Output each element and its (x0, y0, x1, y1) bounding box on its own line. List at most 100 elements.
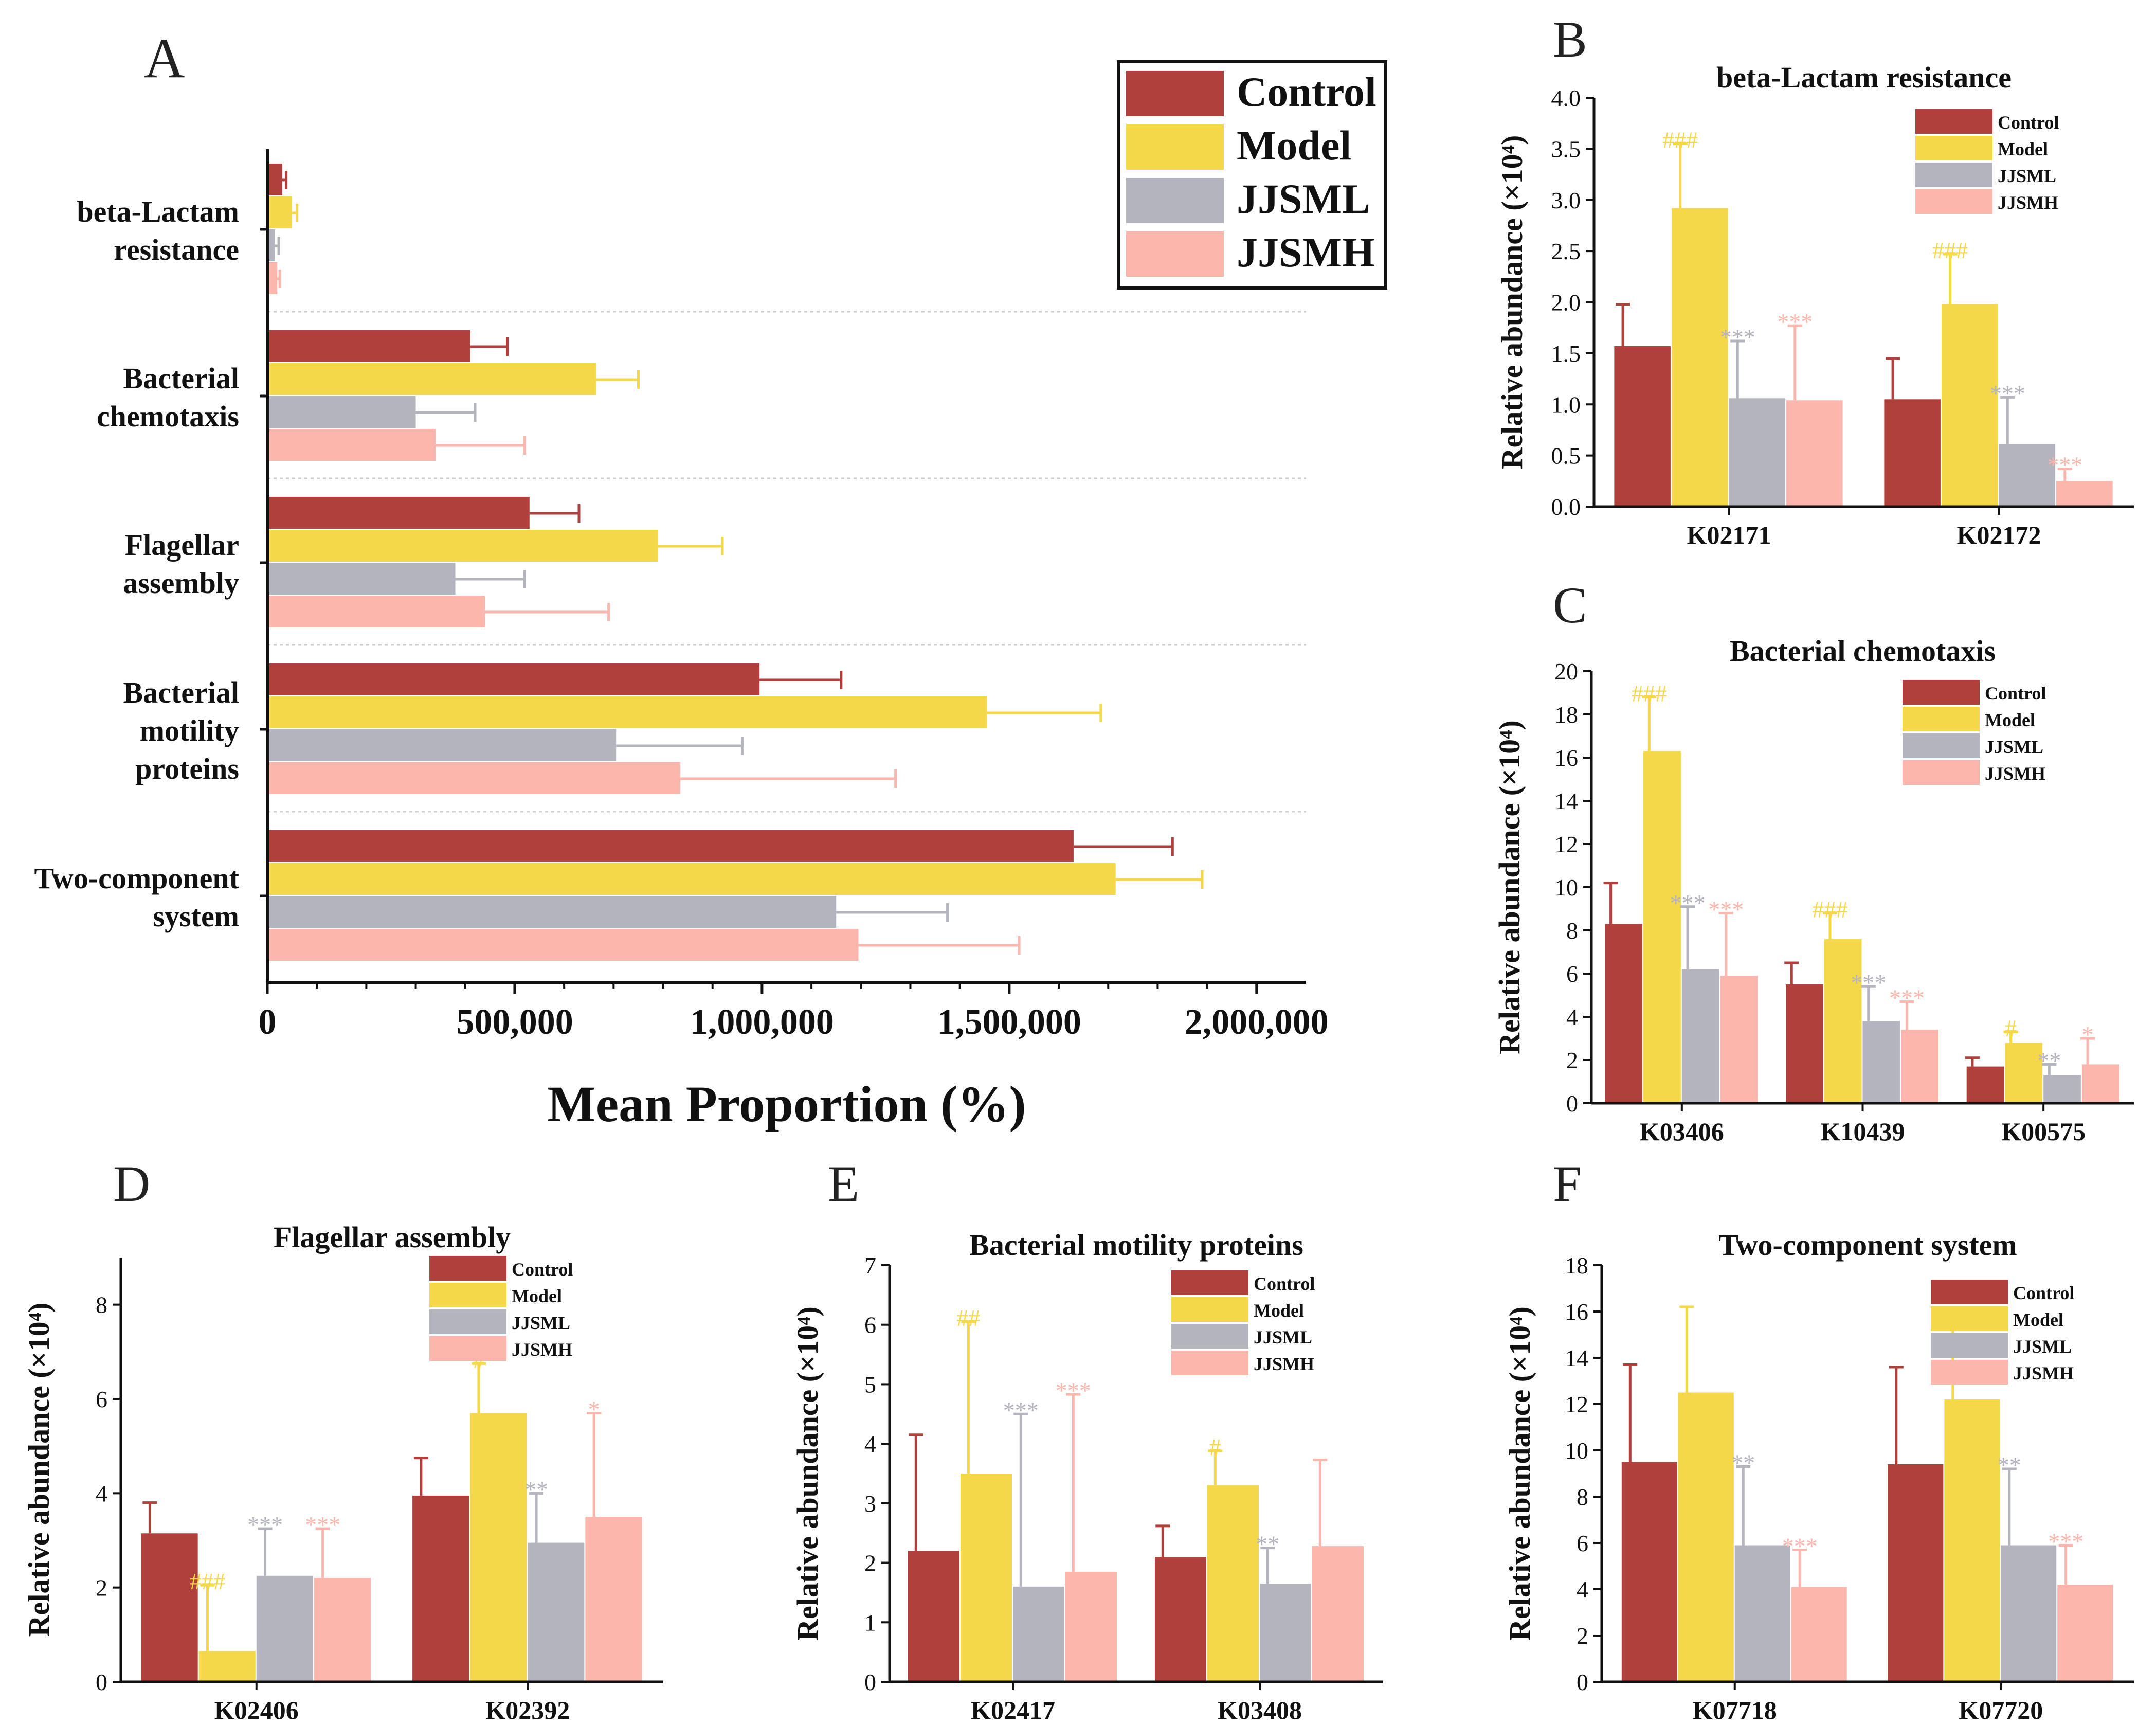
legend: Control Model JJSML JJSMH (429, 1256, 573, 1361)
significance-mark: ** (1998, 1452, 2021, 1478)
bar-jjsml-k02417 (1013, 1586, 1064, 1682)
significance-mark: *** (1708, 896, 1744, 922)
bar-model-k00575 (2005, 1043, 2043, 1103)
legend-swatch-control (1171, 1270, 1248, 1295)
legend-swatch-model (1171, 1297, 1248, 1322)
significance-mark: ### (190, 1568, 225, 1594)
legend-label: JJSML (1998, 166, 2056, 186)
significance-mark: *** (1990, 380, 2025, 406)
y-tick-label: 0 (864, 1669, 876, 1695)
y-tick-label: 6 (1566, 961, 1578, 987)
bar-model-k02171 (1671, 208, 1728, 507)
y-tick-label: 2.0 (1551, 290, 1581, 316)
y-tick-label: 10 (1565, 1438, 1588, 1464)
x-axis-title: Mean Proportion (%) (547, 1075, 1026, 1133)
significance-mark: *** (2047, 452, 2082, 478)
category-label: assembly (123, 566, 239, 600)
panel-letter: B (1553, 11, 1587, 68)
bar-control-k03406 (1605, 924, 1643, 1103)
bar-control-k10439 (1786, 984, 1823, 1103)
legend-label: Control (1237, 68, 1376, 115)
legend-label: JJSML (1237, 175, 1370, 222)
legend-label: Model (1237, 122, 1351, 169)
bar-control-k07718 (1621, 1462, 1677, 1682)
legend-label: JJSML (1254, 1327, 1312, 1348)
category-label: Bacterial (123, 676, 239, 709)
legend-swatch-jjsmh (1126, 231, 1224, 277)
significance-mark: * (2082, 1021, 2094, 1048)
legend: Control Model JJSML JJSMH (1931, 1280, 2074, 1385)
bar-control-k02392 (412, 1495, 469, 1682)
bar-jjsmh-k02417 (1065, 1571, 1117, 1682)
bar-control-k02417 (908, 1551, 959, 1682)
bar-jjsmh-k02406 (314, 1578, 371, 1682)
bar-jjsmh-k02171 (1786, 400, 1843, 507)
legend-label: Control (512, 1259, 573, 1280)
category-label: system (153, 900, 239, 933)
significance-mark: *** (305, 1512, 340, 1538)
bar-jjsml-k00575 (2043, 1075, 2081, 1103)
legend-label: Control (1985, 683, 2046, 704)
bar-jjsml-k07720 (2001, 1545, 2057, 1682)
bar-control-k07720 (1888, 1464, 1944, 1682)
legend-swatch-jjsmh (1903, 760, 1980, 785)
significance-mark: ## (956, 1305, 980, 1331)
category-label: K02417 (971, 1696, 1055, 1724)
bar-control-1 (267, 330, 470, 362)
legend-label: Model (512, 1286, 562, 1306)
bar-jjsmh-k00575 (2081, 1064, 2119, 1103)
bar-jjsmh-k07720 (2057, 1585, 2113, 1682)
legend: Control Model JJSML JJSMH (1915, 109, 2059, 214)
y-tick-label: 1.0 (1551, 391, 1581, 418)
y-tick-label: 0 (1577, 1669, 1588, 1695)
bar-model-k10439 (1824, 939, 1862, 1103)
bar-model-k02172 (1941, 304, 1998, 507)
x-tick-label: 1,000,000 (690, 1002, 834, 1042)
y-tick-label: 8 (96, 1292, 107, 1318)
category-label: chemotaxis (97, 400, 239, 433)
y-tick-label: 2.5 (1551, 238, 1581, 264)
legend: Control Model JJSML JJSMH (1117, 60, 1387, 290)
legend-swatch-jjsml (1126, 178, 1224, 223)
legend-label: JJSMH (512, 1339, 572, 1360)
bar-jjsmh-k07718 (1791, 1587, 1847, 1682)
y-axis-title: Relative abundance (×10⁴) (791, 1306, 824, 1641)
chart-title: Two-component system (1718, 1228, 2017, 1262)
bar-jjsmh-1 (267, 429, 436, 461)
legend-label: JJSML (1985, 737, 2043, 757)
y-tick-label: 10 (1554, 874, 1578, 901)
panel-letter: E (828, 1155, 859, 1212)
bar-jjsml-k02172 (1999, 444, 2056, 507)
category-label: K00575 (2001, 1117, 2086, 1146)
legend-swatch-model (429, 1283, 506, 1307)
chart-title: Bacterial chemotaxis (1730, 634, 1996, 668)
x-tick-label: 1,500,000 (937, 1002, 1081, 1042)
y-tick-label: 0 (96, 1669, 107, 1695)
category-label: K02171 (1687, 520, 1771, 549)
y-tick-label: 3.0 (1551, 187, 1581, 213)
legend-label: JJSMH (1985, 763, 2045, 784)
category-label: proteins (135, 752, 239, 785)
significance-mark: ** (524, 1476, 548, 1502)
y-tick-label: 4 (96, 1480, 107, 1506)
category-label: K02172 (1957, 520, 2041, 549)
y-tick-label: 5 (864, 1371, 876, 1397)
bar-model-3 (267, 696, 987, 728)
y-tick-label: 3.5 (1551, 136, 1581, 162)
legend-swatch-control (1931, 1280, 2008, 1304)
category-label: K02392 (485, 1696, 570, 1724)
bar-jjsml-k02392 (528, 1542, 585, 1682)
significance-mark: ** (2037, 1047, 2061, 1073)
bar-jjsmh-0 (267, 262, 278, 294)
bar-control-k02171 (1614, 346, 1671, 507)
category-label: K07718 (1693, 1696, 1777, 1724)
legend-label: Model (1254, 1300, 1304, 1321)
significance-mark: ### (1632, 680, 1667, 706)
bar-jjsmh-2 (267, 596, 485, 627)
significance-mark: *** (1003, 1397, 1039, 1423)
significance-mark: *** (1782, 1533, 1818, 1559)
bar-control-2 (267, 497, 530, 529)
